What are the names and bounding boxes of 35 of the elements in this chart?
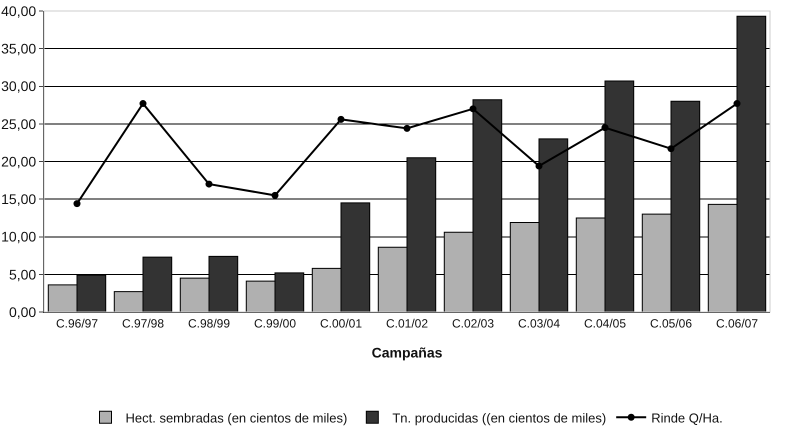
y-tick-label: 35,00 [1, 40, 36, 57]
point [668, 145, 674, 152]
point [734, 100, 740, 108]
y-tick-label: 0,00 [8, 304, 36, 320]
point [404, 124, 410, 132]
point [470, 105, 476, 112]
legend-label: Tn. producidas ((en cientos de miles) [392, 410, 606, 426]
x-tick-label: C.03/04 [518, 316, 560, 330]
point [602, 124, 608, 132]
y-tick-label: 30,00 [1, 78, 36, 94]
x-tick-label: C.01/02 [386, 316, 428, 330]
x-tick-label: C.96/97 [56, 316, 98, 330]
x-tick-label: C.04/05 [584, 316, 626, 330]
x-axis-title: Campañas [372, 344, 443, 361]
x-tick-label: C.02/03 [452, 316, 494, 330]
x-tick-label: C.00/01 [320, 316, 362, 330]
x-tick-label: C.05/06 [650, 316, 692, 330]
y-tick-label: 40,00 [1, 2, 36, 19]
x-tick-label: C.99/00 [254, 316, 296, 330]
y-tick-label: 15,00 [1, 191, 36, 208]
y-tick-label: 5,00 [8, 266, 36, 282]
point [74, 200, 80, 208]
point [272, 192, 278, 199]
x-tick-label: C.06/07 [716, 316, 758, 330]
y-tick-label: 20,00 [1, 153, 36, 170]
x-tick-label: C.97/98 [122, 316, 164, 330]
point [140, 100, 146, 108]
legend-label: Hect. sembradas (en cientos de miles) [126, 410, 348, 426]
x-tick-label: C.98/99 [188, 316, 230, 330]
point [206, 180, 212, 188]
y-tick-label: 25,00 [1, 116, 36, 132]
legend-label: Rinde Q/Ha. [651, 410, 723, 426]
y-tick-label: 10,00 [1, 228, 36, 245]
point [338, 116, 344, 123]
point [536, 162, 542, 170]
